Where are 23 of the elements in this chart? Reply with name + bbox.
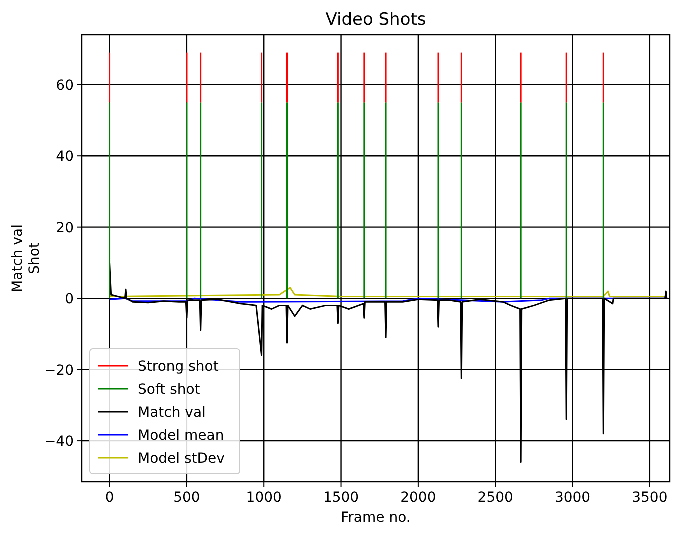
x-tick-label: 0 <box>105 490 114 506</box>
y-axis-title: Match val Shot <box>10 224 43 292</box>
legend-label: Match val <box>138 405 206 421</box>
chart-title: Video Shots <box>326 10 426 30</box>
legend-label: Strong shot <box>138 359 220 375</box>
y-tick-label: 0 <box>65 292 74 308</box>
x-tick-label: 3000 <box>554 490 591 506</box>
x-tick-label: 2000 <box>400 490 436 506</box>
x-tick-label: 3500 <box>632 490 668 506</box>
y-tick-label: −40 <box>44 434 74 450</box>
y-tick-label: 20 <box>56 220 74 236</box>
y-tick-label: 60 <box>56 78 74 94</box>
legend-label: Model stDev <box>138 451 225 467</box>
x-tick-label: 2500 <box>478 490 514 506</box>
legend-label: Model mean <box>138 428 224 444</box>
y-tick-label: 40 <box>56 149 74 166</box>
legend-label: Soft shot <box>138 382 201 398</box>
x-axis-title: Frame no. <box>341 510 411 526</box>
x-tick-label: 1500 <box>323 490 360 506</box>
y-tick-label: −20 <box>44 362 74 379</box>
x-tick-label: 1000 <box>246 490 282 506</box>
x-tick-label: 500 <box>174 490 200 506</box>
line-series <box>109 287 668 298</box>
